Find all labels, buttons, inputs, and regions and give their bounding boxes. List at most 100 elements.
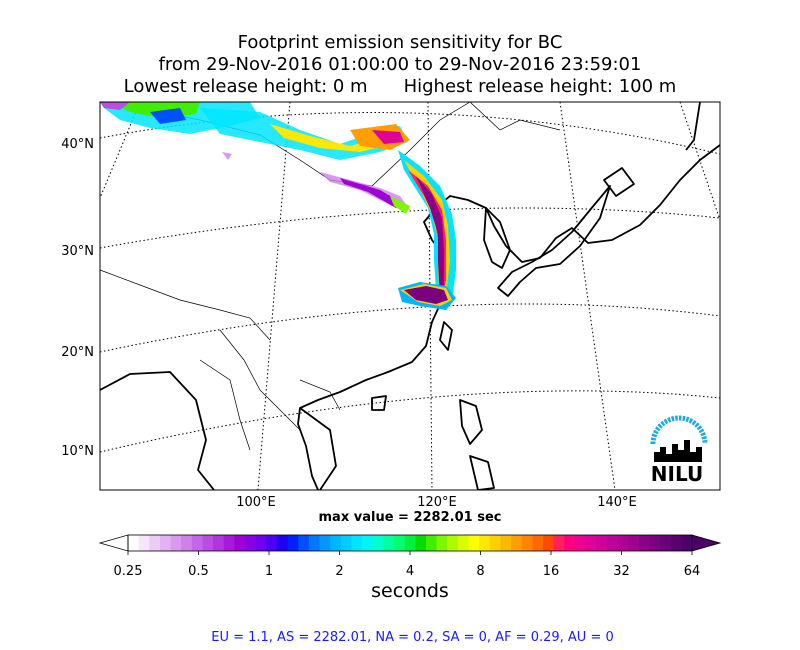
colorbar-swatch <box>500 535 512 551</box>
longitude-labels: 100°E 120°E 140°E <box>236 495 637 510</box>
latitude-labels: 40°N 30°N 20°N 10°N <box>61 137 94 459</box>
footprint-nw-blue <box>150 108 186 124</box>
colorbar-swatch <box>213 535 225 551</box>
colorbar-swatch <box>372 535 384 551</box>
colorbar-tick-label: 32 <box>613 564 630 579</box>
colorbar-tick-label: 0.25 <box>114 564 143 579</box>
border-indochina <box>219 329 301 431</box>
colorbar-swatch <box>489 535 501 551</box>
coast-taiwan <box>439 321 453 351</box>
plot-date-range: from 29-Nov-2016 01:00:00 to 29-Nov-2016… <box>158 54 642 75</box>
colorbar-swatch <box>245 535 257 551</box>
colorbar-swatch <box>532 535 544 551</box>
coast-hainan <box>371 395 387 411</box>
colorbar-swatch <box>415 535 427 551</box>
lon-label-100: 100°E <box>236 495 276 510</box>
colorbar-tick-label: 1 <box>265 564 273 579</box>
footprint-field <box>100 102 456 310</box>
colorbar-swatch <box>170 535 182 551</box>
release-heights: Lowest release height: 0 m Highest releas… <box>0 76 800 98</box>
colorbar-swatch <box>596 535 608 551</box>
coast-mainland <box>297 144 720 490</box>
colorbar-swatch <box>457 535 469 551</box>
colorbar-swatch <box>149 535 161 551</box>
colorbar-swatch <box>362 535 374 551</box>
colorbar-tick-label: 16 <box>543 564 560 579</box>
colorbar-unit-label: seconds <box>371 580 449 602</box>
colorbar-swatch <box>181 535 193 551</box>
lon-line-100 <box>257 102 291 490</box>
colorbar-swatch <box>255 535 267 551</box>
colorbar-swatch <box>202 535 214 551</box>
colorbar-swatch <box>670 535 682 551</box>
colorbar-swatch <box>234 535 246 551</box>
border-myanmar <box>199 359 251 451</box>
footprint-mid-green <box>390 196 410 214</box>
lon-line-160 <box>679 102 720 221</box>
lat-label-20: 20°N <box>61 345 94 360</box>
coast-japan <box>497 185 611 297</box>
colorbar-swatch <box>159 535 171 551</box>
nilu-logo-skyline <box>654 440 702 462</box>
colorbar-max-extension <box>691 534 722 552</box>
coast-philippines-south <box>469 455 495 490</box>
colorbar-swatch <box>191 535 203 551</box>
colorbar: 0.25 0.5 1 2 4 8 16 32 64 <box>98 534 722 579</box>
plot-title: Footprint emission sensitivity for BC <box>237 32 563 53</box>
colorbar-swatch <box>351 535 363 551</box>
max-value-label: max value = 2282.01 sec <box>318 510 502 525</box>
map-frame <box>99 101 721 491</box>
nilu-logo: NILU <box>650 415 708 486</box>
colorbar-swatch <box>447 535 459 551</box>
colorbar-swatch <box>138 535 150 551</box>
lat-label-10: 10°N <box>61 444 94 459</box>
lon-line-120 <box>427 102 433 490</box>
footprint-island-wisp <box>222 152 232 160</box>
footprint-north-magenta <box>372 130 404 144</box>
colorbar-ticks: 0.25 0.5 1 2 4 8 16 32 64 <box>114 551 701 579</box>
colorbar-swatch <box>660 535 672 551</box>
colorbar-swatch <box>319 535 331 551</box>
nilu-logo-arc <box>650 415 708 445</box>
map-area <box>100 102 720 490</box>
footprint-plume-core <box>416 176 444 300</box>
lat-line-20 <box>100 303 720 353</box>
colorbar-tick-label: 8 <box>476 564 484 579</box>
colorbar-tick-label: 64 <box>684 564 701 579</box>
colorbar-swatch <box>223 535 235 551</box>
lat-label-40: 40°N <box>61 137 94 152</box>
colorbar-swatch <box>394 535 406 551</box>
colorbar-swatches <box>128 535 693 551</box>
colorbar-tick-label: 0.5 <box>188 564 209 579</box>
border-india <box>100 269 271 341</box>
colorbar-swatch <box>128 535 140 551</box>
colorbar-swatch <box>468 535 480 551</box>
colorbar-swatch <box>574 535 586 551</box>
colorbar-swatch <box>436 535 448 551</box>
lat-line-10 <box>100 390 720 453</box>
colorbar-swatch <box>298 535 310 551</box>
coast-indochina <box>299 407 337 490</box>
lat-label-30: 30°N <box>61 244 94 259</box>
colorbar-swatch <box>383 535 395 551</box>
colorbar-min-extension <box>98 534 129 552</box>
colorbar-swatch <box>266 535 278 551</box>
border-vietnam <box>299 379 341 411</box>
colorbar-swatch <box>585 535 597 551</box>
border-korea-china <box>467 199 487 209</box>
colorbar-swatch <box>287 535 299 551</box>
colorbar-swatch <box>638 535 650 551</box>
colorbar-tick-label: 4 <box>406 564 414 579</box>
lowest-release-height: Lowest release height: 0 m <box>123 76 368 97</box>
colorbar-swatch <box>276 535 289 551</box>
colorbar-swatch <box>606 535 618 551</box>
colorbar-swatch <box>521 535 533 551</box>
lat-line-30 <box>100 207 720 249</box>
lon-label-120: 120°E <box>417 495 457 510</box>
colorbar-swatch <box>404 535 416 551</box>
coast-hokkaido <box>603 167 635 197</box>
lon-line-140 <box>559 102 616 490</box>
border-china-russia <box>469 102 561 131</box>
colorbar-swatch <box>617 535 629 551</box>
